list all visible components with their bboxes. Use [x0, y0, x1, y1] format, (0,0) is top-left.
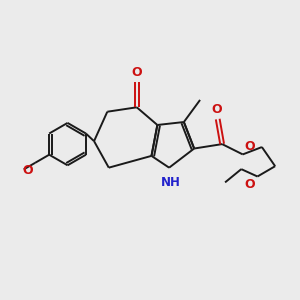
Text: O: O [22, 164, 33, 177]
Text: O: O [211, 103, 222, 116]
Text: O: O [244, 178, 255, 191]
Text: NH: NH [161, 176, 181, 189]
Text: O: O [244, 140, 255, 153]
Text: O: O [131, 66, 142, 79]
